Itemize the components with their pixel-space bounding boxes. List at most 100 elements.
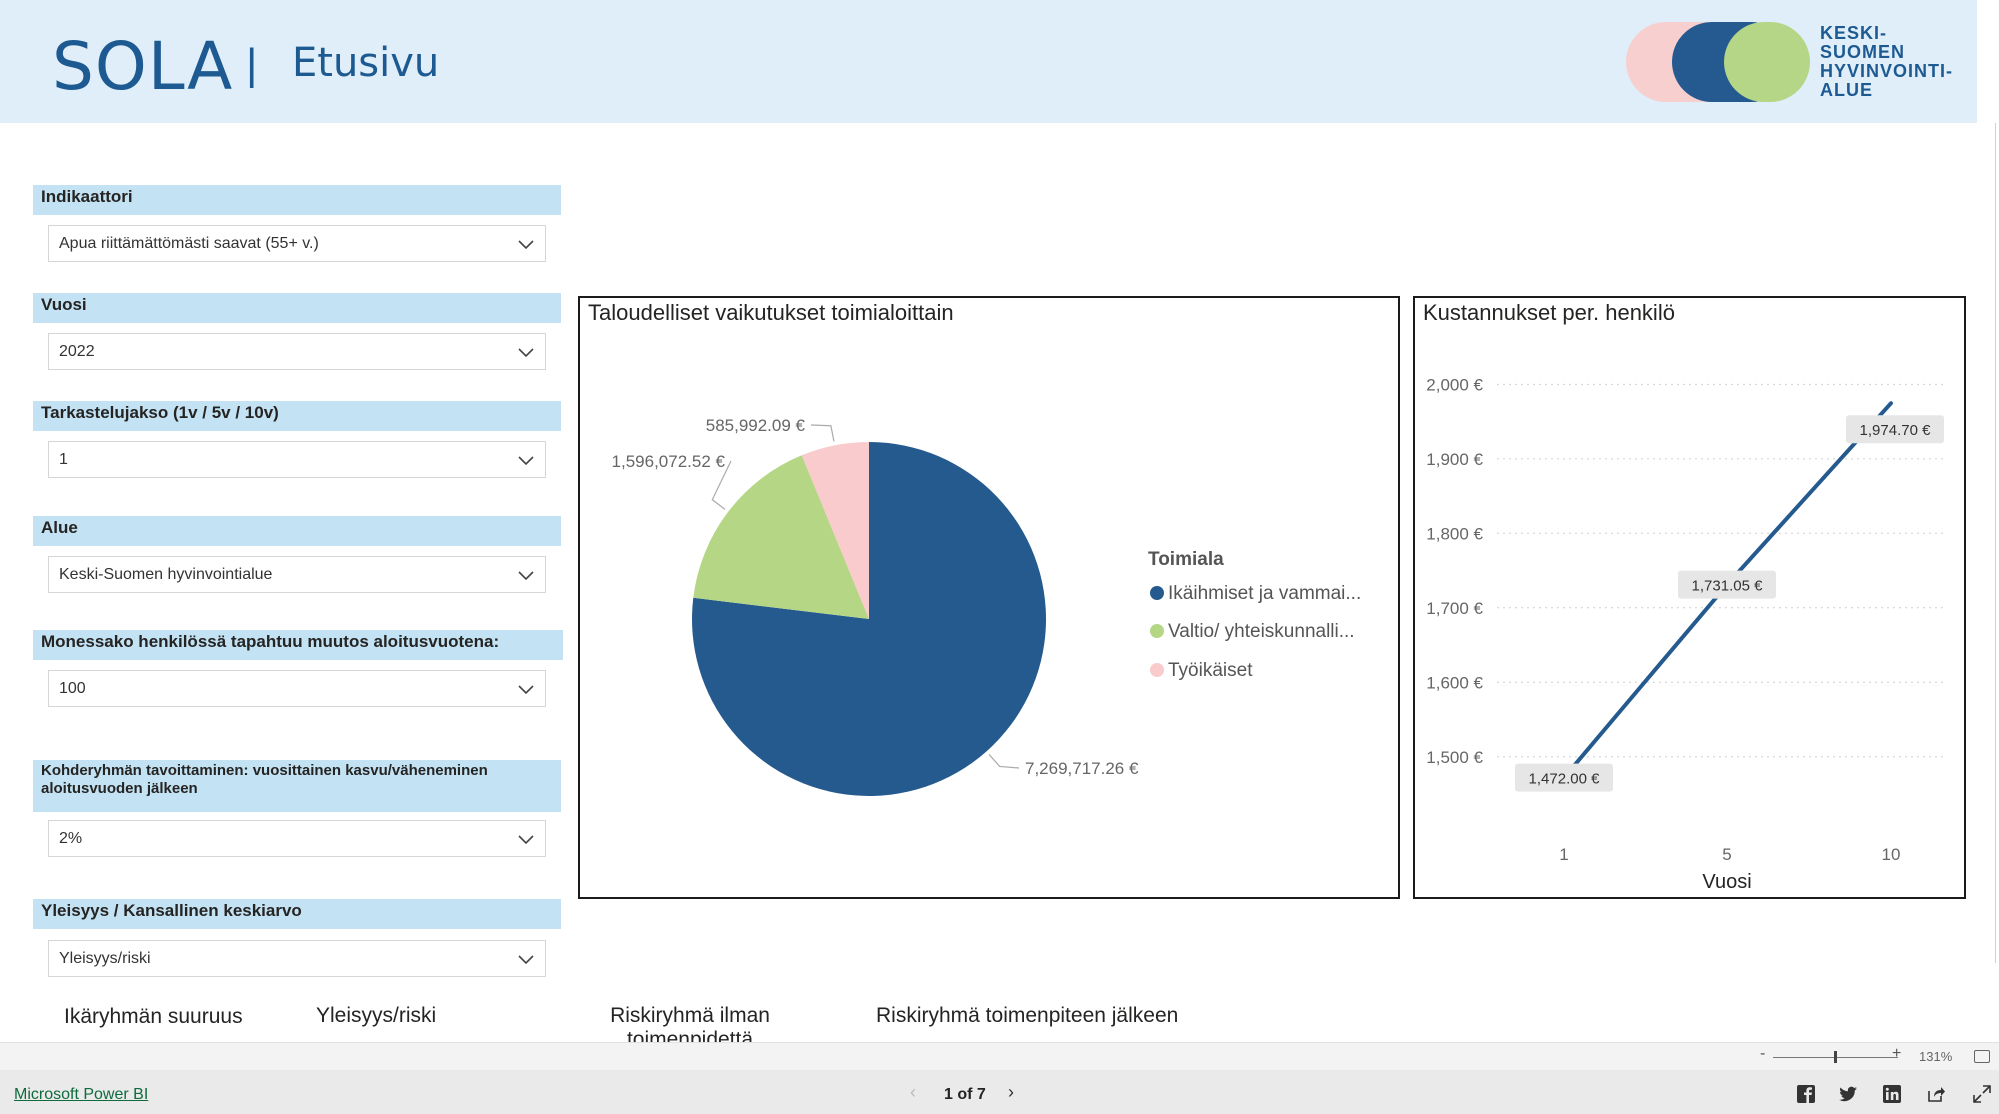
data-label-box: [1678, 570, 1776, 599]
column-header-riskiryhma-jalkeen: Riskiryhmä toimenpiteen jälkeen: [876, 1004, 1179, 1027]
pie-slice: [801, 442, 869, 619]
x-tick-label: 10: [1882, 845, 1901, 864]
x-axis-title: Vuosi: [1702, 871, 1751, 893]
pie-chart: 7,269,717.26 € 1,596,072.52 € 585,992.09 €: [612, 416, 1139, 796]
y-tick-label: 2,000 €: [1426, 375, 1483, 394]
fullscreen-icon[interactable]: [1972, 1084, 1992, 1104]
y-tick-label: 1,700 €: [1426, 599, 1483, 618]
line-chart-title: Kustannukset per. henkilö: [1423, 300, 1675, 325]
page-indicator: 1 of 7: [944, 1086, 986, 1103]
column-header-yleisyys-riski: Yleisyys/riski: [316, 1004, 437, 1027]
footer-bar: Microsoft Power BI ‹ 1 of 7 ›: [0, 1070, 1999, 1114]
zoom-out-button[interactable]: -: [1760, 1045, 1766, 1062]
logo-line: ALUE: [1820, 80, 1873, 100]
legend-label: Ikäihmiset ja vammai...: [1168, 583, 1362, 604]
logo-line: HYVINVOINTI-: [1820, 61, 1954, 81]
slicer-header-kohderyhman-tavoittaminen: Kohderyhmän tavoittaminen: vuosittainen …: [33, 760, 561, 812]
chevron-down-icon: [518, 571, 534, 581]
logo-green-shape: [1724, 22, 1810, 102]
page-scrollbar[interactable]: [1995, 123, 1996, 963]
legend-dot: [1150, 624, 1164, 638]
slicer-dropdown-indikaattori[interactable]: Apua riittämättömästi saavat (55+ v.): [48, 225, 546, 262]
slicer-dropdown-kohderyhman-tavoittaminen[interactable]: 2%: [48, 820, 546, 857]
slicer-header-muutos-henkiloissa: Monessako henkilössä tapahtuu muutos alo…: [33, 630, 563, 660]
legend-dot: [1150, 586, 1164, 600]
data-label-text: 1,472.00 €: [1529, 771, 1601, 788]
logo-line: KESKI-: [1820, 23, 1888, 43]
dropdown-value: 2%: [59, 830, 83, 847]
facebook-icon[interactable]: [1796, 1084, 1816, 1104]
data-label-text: 1,731.05 €: [1692, 578, 1764, 595]
slicer-dropdown-yleisyys[interactable]: Yleisyys/riski: [48, 940, 546, 977]
table-header-row: Ikäryhmän suuruus Yleisyys/riski Riskiry…: [0, 995, 1999, 1042]
data-label-box: [1515, 763, 1613, 792]
slicer-header-alue: Alue: [33, 516, 561, 546]
logo-text: KESKI- SUOMEN HYVINVOINTI- ALUE: [1820, 24, 1953, 100]
y-tick-label: 1,600 €: [1426, 673, 1483, 692]
dropdown-value: Keski-Suomen hyvinvointialue: [59, 566, 273, 583]
dropdown-value: 100: [59, 680, 86, 697]
legend-dot: [1150, 663, 1164, 677]
dropdown-value: Apua riittämättömästi saavat (55+ v.): [59, 235, 319, 252]
column-header-riskiryhma-ilman: Riskiryhmä ilman toimenpidettä: [610, 1004, 770, 1042]
pie-data-label: 1,596,072.52 €: [612, 452, 726, 471]
data-label: 1,472.00 €: [1515, 763, 1613, 792]
page-title: Etusivu: [292, 40, 440, 86]
zoom-level: 131%: [1919, 1049, 1953, 1064]
share-icon[interactable]: [1926, 1084, 1946, 1104]
chevron-down-icon: [518, 685, 534, 695]
data-label-box: [1846, 415, 1944, 444]
y-tick-label: 1,900 €: [1426, 450, 1483, 469]
y-tick-label: 1,800 €: [1426, 524, 1483, 543]
powerbi-link[interactable]: Microsoft Power BI: [14, 1086, 149, 1103]
chevron-down-icon: [518, 348, 534, 358]
pie-leader-line: [711, 460, 732, 510]
pie-chart-title: Taloudelliset vaikutukset toimialoittain: [588, 300, 954, 325]
dropdown-value: 2022: [59, 343, 95, 360]
next-page-button[interactable]: ›: [1008, 1082, 1014, 1102]
slicer-header-vuosi: Vuosi: [33, 293, 561, 323]
data-label: 1,974.70 €: [1846, 415, 1944, 444]
pie-data-label: 585,992.09 €: [706, 416, 806, 435]
pie-data-label: 7,269,717.26 €: [1025, 759, 1139, 778]
data-label-text: 1,974.70 €: [1860, 422, 1932, 439]
zoom-in-button[interactable]: +: [1892, 1045, 1902, 1062]
legend-item-valtio[interactable]: Valtio/ yhteiskunnalli...: [1150, 621, 1355, 643]
pie-chart-visual[interactable]: Taloudelliset vaikutukset toimialoittain…: [578, 296, 1400, 899]
logo-line: SUOMEN: [1820, 42, 1906, 62]
fit-to-page-icon[interactable]: [1974, 1050, 1990, 1063]
brand-title: SOLA: [52, 28, 234, 105]
line-chart: 1,500 € 1,600 € 1,700 € 1,800 € 1,900 € 2,000…: [1426, 375, 1947, 893]
pie-leader-line: [988, 754, 1020, 769]
dropdown-value: 1: [59, 451, 68, 468]
slicer-dropdown-tarkastelujakso[interactable]: 1: [48, 441, 546, 478]
zoom-slider-thumb[interactable]: [1834, 1051, 1837, 1063]
pie-legend-title: Toimiala: [1148, 549, 1224, 570]
report-header: SOLA | Etusivu KESKI- SUOMEN HYVINVOINTI…: [0, 0, 1977, 123]
brand-separator: |: [246, 40, 258, 89]
chevron-down-icon: [518, 835, 534, 845]
slicer-dropdown-alue[interactable]: Keski-Suomen hyvinvointialue: [48, 556, 546, 593]
slicer-dropdown-vuosi[interactable]: 2022: [48, 333, 546, 370]
organization-logo: [1626, 22, 1810, 102]
legend-label: Työikäiset: [1168, 660, 1253, 681]
x-tick-label: 1: [1559, 845, 1568, 864]
zoom-bar: - + 131%: [0, 1042, 1999, 1070]
chevron-down-icon: [518, 456, 534, 466]
pie-slice: [693, 455, 869, 619]
slicer-header-yleisyys: Yleisyys / Kansallinen keskiarvo: [33, 899, 561, 929]
legend-item-ikaihmiset[interactable]: Ikäihmiset ja vammai...: [1150, 583, 1361, 605]
column-header-ikaryhman-suuruus: Ikäryhmän suuruus: [64, 1005, 243, 1028]
line-chart-visual[interactable]: Kustannukset per. henkilö 1,500 € 1,600 €…: [1413, 296, 1966, 899]
dropdown-value: Yleisyys/riski: [59, 950, 151, 967]
twitter-icon[interactable]: [1838, 1084, 1858, 1104]
data-label: 1,731.05 €: [1678, 570, 1776, 599]
slicer-dropdown-muutos-henkiloissa[interactable]: 100: [48, 670, 546, 707]
legend-item-tyoikaiset[interactable]: Työikäiset: [1150, 660, 1252, 682]
chevron-down-icon: [518, 955, 534, 965]
linkedin-icon[interactable]: [1882, 1084, 1902, 1104]
y-tick-label: 1,500 €: [1426, 748, 1483, 767]
previous-page-button[interactable]: ‹: [910, 1082, 916, 1102]
slicer-header-tarkastelujakso: Tarkastelujakso (1v / 5v / 10v): [33, 401, 561, 431]
